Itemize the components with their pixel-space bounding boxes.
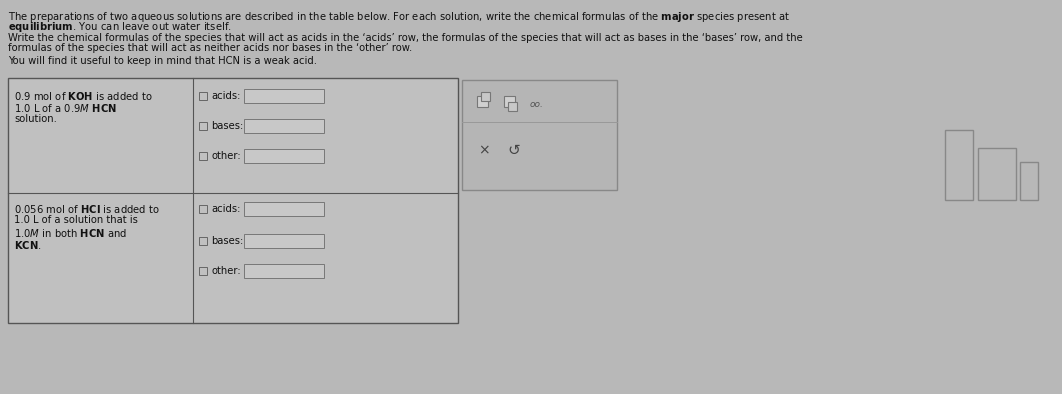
Bar [199,237,207,245]
Bar [978,148,1016,200]
Bar [199,92,207,100]
Text: acids:: acids: [211,204,240,214]
Bar [244,234,324,248]
Bar [8,78,458,323]
Text: Write the chemical formulas of the species that will act as acids in the ‘acids’: Write the chemical formulas of the speci… [8,33,803,43]
Text: acids:: acids: [211,91,240,101]
Text: 1.0 L of a solution that is: 1.0 L of a solution that is [14,215,138,225]
Text: 1.0 L of a 0.9$\mathit{M}$ $\mathbf{HCN}$: 1.0 L of a 0.9$\mathit{M}$ $\mathbf{HCN}… [14,102,117,114]
Bar [199,152,207,160]
Text: ×: × [478,143,490,157]
Bar [244,264,324,278]
Text: oo.: oo. [530,100,544,108]
Bar [945,130,973,200]
Bar [1020,162,1038,200]
Bar [244,89,324,103]
Bar [504,96,515,107]
Bar [508,102,517,111]
Bar [199,122,207,130]
Text: bases:: bases: [211,121,243,131]
Text: other:: other: [211,151,241,161]
Bar [244,149,324,163]
Bar [199,205,207,213]
Bar [462,80,617,190]
Text: solution.: solution. [14,114,57,124]
Text: other:: other: [211,266,241,276]
Text: 0.056 mol of $\mathbf{HCl}$ is added to: 0.056 mol of $\mathbf{HCl}$ is added to [14,203,160,215]
Bar [481,92,490,101]
Bar [244,119,324,133]
Bar [199,267,207,275]
Text: The preparations of two aqueous solutions are described in the table below. For : The preparations of two aqueous solution… [8,10,790,24]
Text: You will find it useful to keep in mind that HCN is a weak acid.: You will find it useful to keep in mind … [8,56,316,66]
Text: $\mathbf{KCN}$.: $\mathbf{KCN}$. [14,239,41,251]
Text: 1.0$\mathit{M}$ in both $\mathbf{HCN}$ and: 1.0$\mathit{M}$ in both $\mathbf{HCN}$ a… [14,227,127,239]
Text: bases:: bases: [211,236,243,246]
Text: $\mathbf{equilibrium}$. You can leave out water itself.: $\mathbf{equilibrium}$. You can leave ou… [8,20,232,34]
Text: formulas of the species that will act as neither acids nor bases in the ‘other’ : formulas of the species that will act as… [8,43,412,53]
Text: 0.9 mol of $\mathbf{KOH}$ is added to: 0.9 mol of $\mathbf{KOH}$ is added to [14,90,153,102]
Bar [477,96,489,107]
Text: ↺: ↺ [508,143,520,158]
Bar [244,202,324,216]
